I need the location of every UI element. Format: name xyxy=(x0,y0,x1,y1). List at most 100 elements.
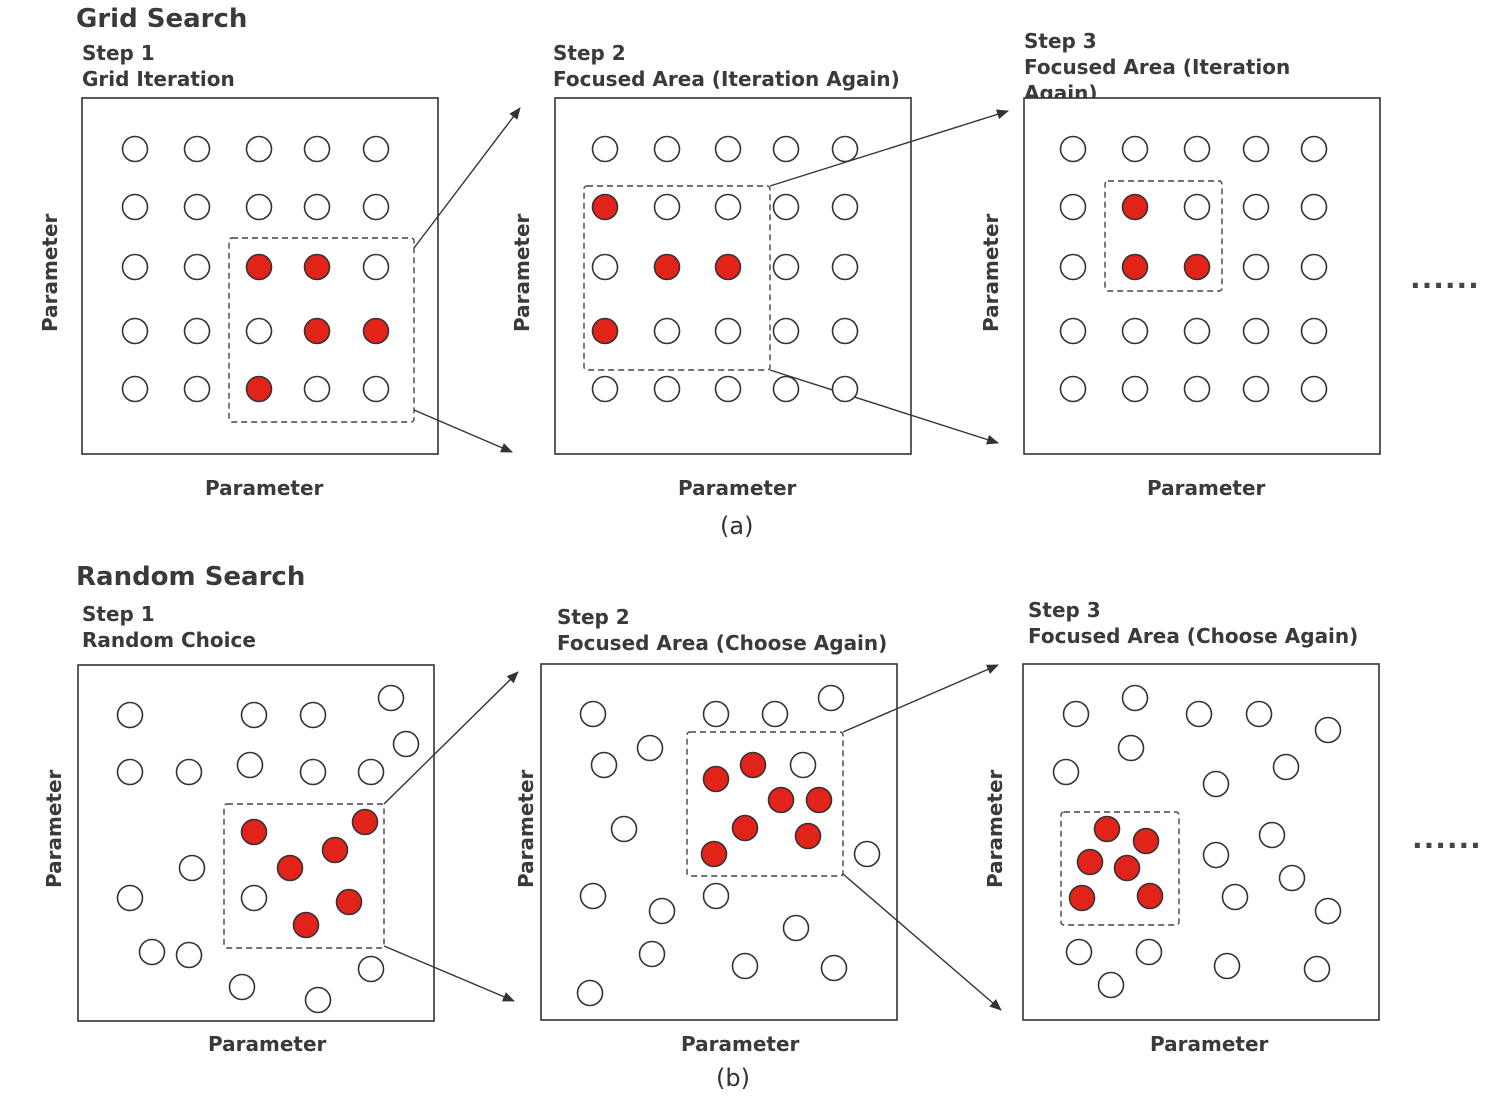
grid-panel2-selected-point xyxy=(591,193,619,221)
random-panel2-sample-point xyxy=(576,979,604,1007)
random-panel1-selected-point xyxy=(351,808,379,836)
zoom-arrows xyxy=(383,107,1009,1011)
random-step2-label: Step 2 xyxy=(557,605,630,629)
grid-panel2-sample-point xyxy=(831,317,859,345)
grid-panel3-focus-box xyxy=(1104,180,1223,292)
grid-panel3-sample-point xyxy=(1300,253,1328,281)
random-panel3-sample-point xyxy=(1135,938,1163,966)
grid-panel3-sample-point xyxy=(1242,135,1270,163)
grid-panel2-sample-point xyxy=(653,193,681,221)
grid-panel3-sample-point xyxy=(1183,375,1211,403)
grid-panel1-sample-point xyxy=(362,135,390,163)
random-panel1-sample-point xyxy=(240,884,268,912)
random-panel1-sample-point xyxy=(240,701,268,729)
grid-panel3-sample-point xyxy=(1059,317,1087,345)
random-panel3-selected-point xyxy=(1093,815,1121,843)
grid-panel2-sample-point xyxy=(831,135,859,163)
random-step3-label: Step 3 xyxy=(1028,598,1101,622)
random-panel3-selected-point xyxy=(1132,827,1160,855)
zoom-arrow-7 xyxy=(842,664,999,733)
random-panel3-sample-point xyxy=(1221,883,1249,911)
grid-panel3-sample-point xyxy=(1059,193,1087,221)
grid-panel2-selected-point xyxy=(653,253,681,281)
grid-panel3-sample-point xyxy=(1121,375,1149,403)
random-step1-desc: Random Choice xyxy=(82,628,256,652)
random-panel2-sample-point xyxy=(761,700,789,728)
random-panel1-sample-point xyxy=(357,758,385,786)
random-panel3-sample-point xyxy=(1117,734,1145,762)
random-panel2-sample-point xyxy=(789,751,817,779)
random-panel1-selected-point xyxy=(335,888,363,916)
grid-panel1-selected-point xyxy=(362,317,390,345)
grid-step2-label: Step 2 xyxy=(553,41,626,65)
grid-step1-label: Step 1 xyxy=(82,41,155,65)
random-panel3-sample-point xyxy=(1245,700,1273,728)
zoom-arrow-3 xyxy=(769,109,1009,187)
grid-step3-desc-line2: Again) xyxy=(1024,81,1098,98)
grid-panel3-sample-point xyxy=(1059,375,1087,403)
grid-panel2-focus-box xyxy=(583,185,771,371)
grid-panel2-sample-point xyxy=(714,375,742,403)
random-panel2-focus-box xyxy=(686,731,844,877)
grid-continuation: ...... xyxy=(1410,262,1480,295)
grid-panel2-sample-point xyxy=(653,317,681,345)
grid-step3-desc: Focused Area (Iteration xyxy=(1024,55,1291,79)
grid-panel3-sample-point xyxy=(1300,317,1328,345)
random-panel3-sample-point xyxy=(1213,952,1241,980)
random-panel3-sample-point xyxy=(1062,700,1090,728)
random-panel3-selected-point xyxy=(1136,882,1164,910)
panel-frames xyxy=(77,97,1381,1022)
grid-panel1-sample-point xyxy=(303,375,331,403)
random-panel2-sample-point xyxy=(610,815,638,843)
grid-panel1-sample-point xyxy=(183,375,211,403)
random-panel1-selected-point xyxy=(321,836,349,864)
grid-panel3-sample-point xyxy=(1300,375,1328,403)
grid-panel1-selected-point xyxy=(245,375,273,403)
grid-panel2-sample-point xyxy=(772,193,800,221)
random-panel2-sample-point xyxy=(853,840,881,868)
grid-panel1-sample-point xyxy=(183,253,211,281)
random-panel1-sample-point xyxy=(138,938,166,966)
zoom-arrow-5 xyxy=(383,671,519,805)
grid-panel2-selected-point xyxy=(591,317,619,345)
grid-panel3-selected-point xyxy=(1183,253,1211,281)
grid-panel2-sample-point xyxy=(714,317,742,345)
random-panel2-selected-point xyxy=(794,822,822,850)
random-panel3-sample-point xyxy=(1202,770,1230,798)
grid-panel1-sample-point xyxy=(303,193,331,221)
random-panel3-sample-point xyxy=(1258,821,1286,849)
random-panel2-sample-point xyxy=(817,684,845,712)
grid-search-title: Grid Search xyxy=(76,4,248,34)
grid-panel1-sample-point xyxy=(121,135,149,163)
random-panel1-sample-point xyxy=(377,684,405,712)
random-panel3-selected-point xyxy=(1068,884,1096,912)
zoom-arrow-8 xyxy=(842,873,1002,1011)
random-panel3-xlabel: Parameter xyxy=(1150,1032,1269,1056)
grid-panel1-sample-point xyxy=(121,193,149,221)
random-panel1-sample-point xyxy=(178,854,206,882)
random-panel2-selected-point xyxy=(700,840,728,868)
grid-panel2-sample-point xyxy=(831,253,859,281)
grid-panel2-sample-point xyxy=(591,253,619,281)
random-panel3-sample-point xyxy=(1121,684,1149,712)
grid-panel2-sample-point xyxy=(831,375,859,403)
random-panel2-xlabel: Parameter xyxy=(681,1032,800,1056)
grid-panel1-xlabel: Parameter xyxy=(205,476,324,500)
grid-step3-label: Step 3 xyxy=(1024,29,1097,53)
random-panel3-sample-point xyxy=(1065,938,1093,966)
random-panel2-sample-point xyxy=(702,700,730,728)
grid-panel2-sample-point xyxy=(831,193,859,221)
random-panel2-sample-point xyxy=(579,882,607,910)
grid-panel2-sample-point xyxy=(653,375,681,403)
random-panel1-sample-point xyxy=(116,701,144,729)
grid-step2-desc: Focused Area (Iteration Again) xyxy=(553,67,900,91)
grid-panel1-sample-point xyxy=(362,253,390,281)
grid-panel1-sample-point xyxy=(121,375,149,403)
grid-panel1-sample-point xyxy=(362,375,390,403)
grid-panel2-sample-point xyxy=(591,375,619,403)
random-step2-desc: Focused Area (Choose Again) xyxy=(557,631,888,655)
zoom-arrow-4 xyxy=(769,369,999,445)
grid-panel1-focus-box xyxy=(228,237,415,423)
random-panel1-selected-point xyxy=(276,854,304,882)
random-panel2-sample-point xyxy=(782,914,810,942)
